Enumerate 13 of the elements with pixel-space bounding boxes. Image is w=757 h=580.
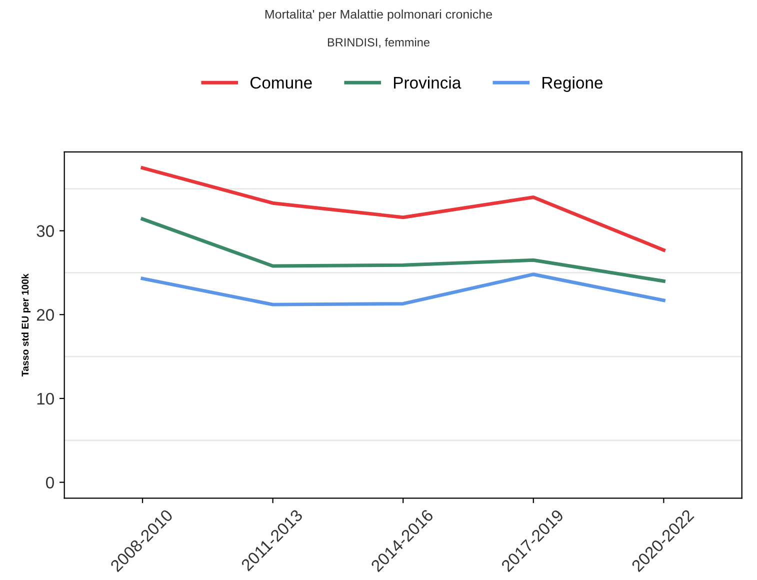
y-axis-title: Tasso std EU per 100k xyxy=(21,274,31,376)
y-tick-label: 30 xyxy=(36,225,54,237)
y-tick-label: 0 xyxy=(46,476,54,488)
line-series xyxy=(140,217,666,283)
line-series xyxy=(140,166,666,252)
legend-label: Regione xyxy=(542,76,603,92)
y-tick-label: 10 xyxy=(37,392,54,405)
legend-label: Provincia xyxy=(394,76,462,89)
chart-subtitle: BRINDISI, femmine xyxy=(328,38,430,48)
line-series xyxy=(140,272,666,306)
y-tick-label: 20 xyxy=(36,309,54,321)
chart-title: Mortalita' per Malattie polmonari croniche xyxy=(265,10,492,22)
legend-label: Comune xyxy=(250,76,312,89)
